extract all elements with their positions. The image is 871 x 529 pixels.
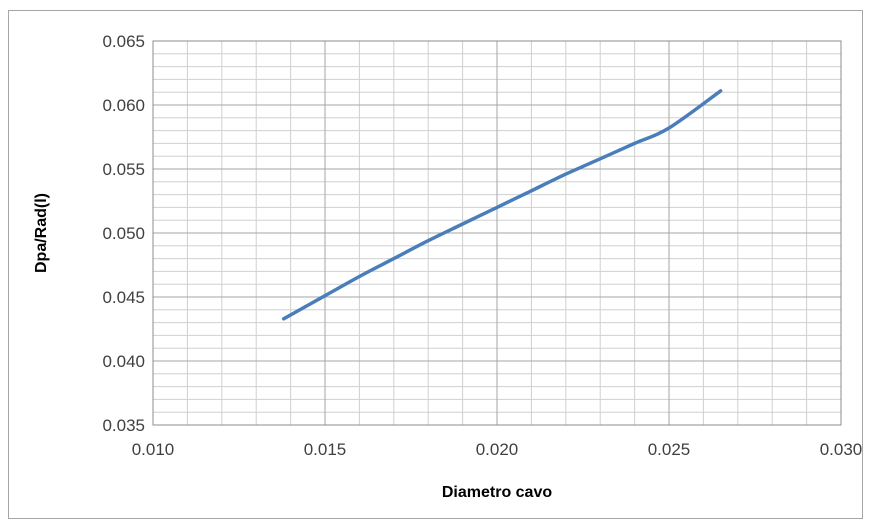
y-tick-label: 0.040	[102, 352, 145, 371]
x-axis-title: Diametro cavo	[442, 484, 552, 501]
plot-area-border	[152, 40, 842, 426]
x-tick-label: 0.010	[132, 440, 175, 459]
y-tick-label: 0.045	[102, 288, 145, 307]
chart-frame	[8, 10, 863, 519]
y-tick-label: 0.065	[102, 32, 145, 51]
y-tick-label: 0.060	[102, 96, 145, 115]
x-tick-label: 0.020	[476, 440, 519, 459]
series-layer	[281, 89, 723, 321]
y-tick-label: 0.035	[102, 416, 145, 435]
y-axis-title: Dpa/Rad(l)	[33, 193, 50, 273]
series-line	[281, 89, 723, 321]
x-tick-label: 0.015	[304, 440, 347, 459]
y-tick-label: 0.055	[102, 160, 145, 179]
x-tick-label: 0.030	[820, 440, 863, 459]
x-tick-label: 0.025	[648, 440, 691, 459]
y-tick-labels: 0.035 0.040 0.045 0.050 0.055 0.060 0.065	[102, 32, 145, 435]
y-tick-label: 0.050	[102, 224, 145, 243]
x-tick-labels: 0.010 0.015 0.020 0.025 0.030	[132, 440, 863, 459]
